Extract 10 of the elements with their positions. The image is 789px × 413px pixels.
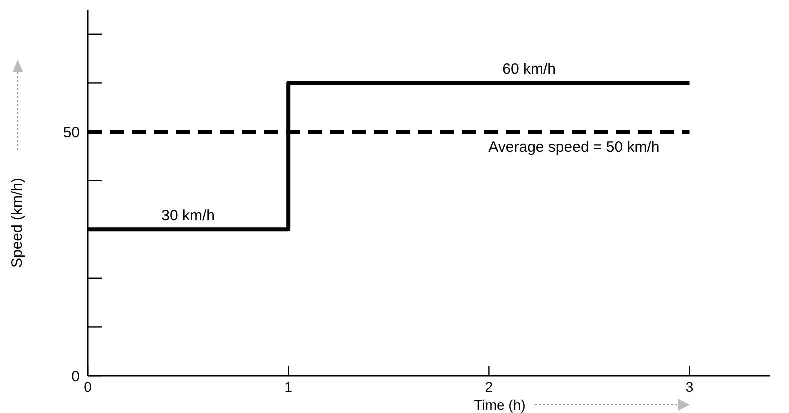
x-tick-label: 1 bbox=[284, 379, 293, 395]
x-tick-label: 2 bbox=[485, 379, 494, 395]
x-tick-label: 0 bbox=[84, 379, 92, 395]
y-tick-label: 50 bbox=[63, 124, 80, 142]
annotation: 30 km/h bbox=[162, 208, 215, 225]
x-tick-label: 3 bbox=[686, 379, 694, 395]
ref-line-label: Average speed = 50 km/h bbox=[488, 139, 660, 156]
y-axis-title: Speed (km/h) bbox=[9, 178, 26, 268]
x-axis-title: Time (h) bbox=[474, 397, 526, 413]
annotation: 60 km/h bbox=[502, 61, 556, 78]
